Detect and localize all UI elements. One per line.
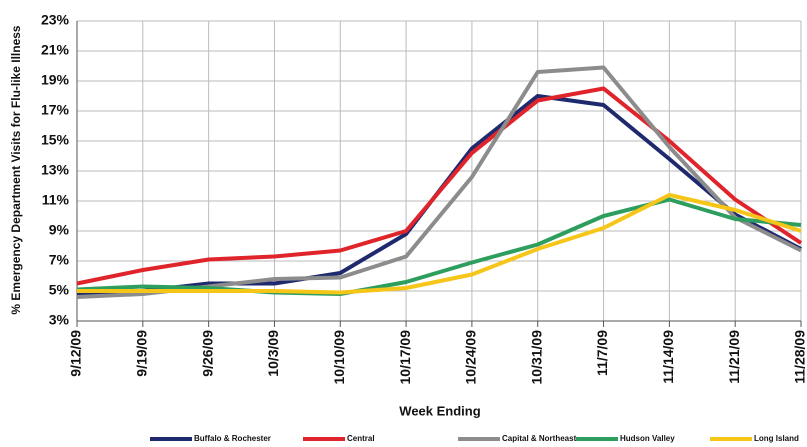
series-line <box>77 193 802 295</box>
x-tick-label: 10/3/09 <box>265 330 281 377</box>
x-tick-label: 11/7/09 <box>594 330 610 376</box>
y-tick-label: 11% <box>42 192 70 208</box>
x-tick-label: 10/17/09 <box>397 330 413 385</box>
series-line <box>76 86 803 286</box>
x-tick-label: 10/24/09 <box>463 330 479 385</box>
legend-label: Capital & Northeast <box>502 434 577 443</box>
x-tick-label: 9/19/09 <box>134 330 150 377</box>
y-tick-label: 5% <box>49 282 70 298</box>
y-tick-label: 17% <box>41 102 70 118</box>
x-tick-label: 10/10/09 <box>331 330 347 385</box>
series-line <box>76 197 802 296</box>
x-tick-label: 9/12/09 <box>68 330 84 377</box>
y-tick-label: 23% <box>41 12 70 28</box>
legend-label: Central <box>347 434 375 443</box>
x-tick-label: 11/21/09 <box>726 330 742 384</box>
y-tick-label: 19% <box>41 72 70 88</box>
x-tick-label: 11/14/09 <box>660 330 676 384</box>
x-tick-label: 10/31/09 <box>528 330 544 385</box>
y-tick-label: 21% <box>41 42 70 58</box>
legend-label: Buffalo & Rochester <box>194 434 271 443</box>
y-tick-label: 9% <box>49 222 70 238</box>
legend-label: Long Island <box>754 434 799 443</box>
y-tick-label: 7% <box>49 252 70 268</box>
x-tick-label: 11/28/09 <box>792 330 807 384</box>
y-axis-label: % Emergency Department Visits for Flu-li… <box>9 25 23 315</box>
legend-label: Hudson Valley <box>620 434 675 443</box>
y-tick-label: 3% <box>49 312 70 328</box>
y-tick-label: 15% <box>41 132 70 148</box>
x-axis-label: Week Ending <box>399 403 480 418</box>
y-tick-label: 13% <box>41 162 70 178</box>
x-tick-label: 9/26/09 <box>199 330 215 377</box>
